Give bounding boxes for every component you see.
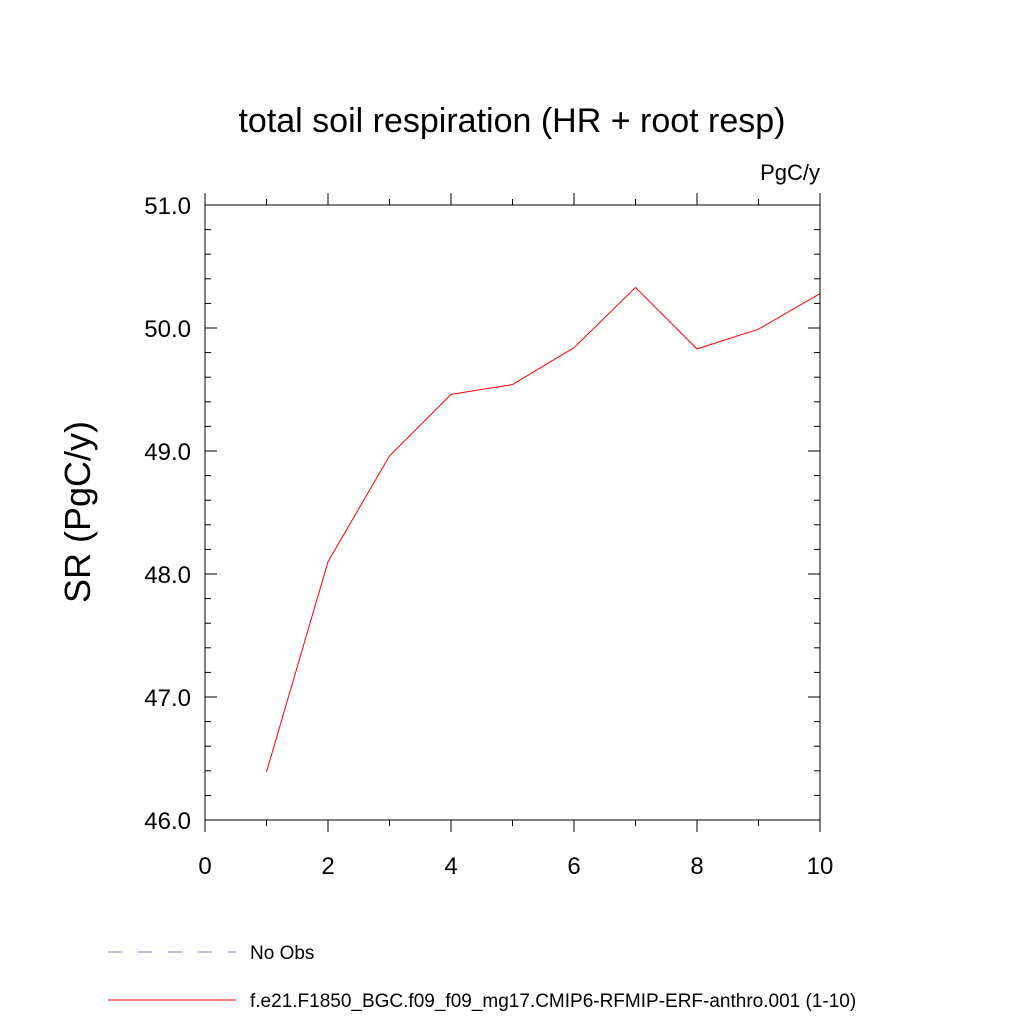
units-label: PgC/y (760, 160, 820, 185)
y-axis-label: SR (PgC/y) (57, 421, 98, 603)
x-tick-label: 8 (690, 853, 703, 880)
plot-frame (204, 204, 821, 821)
tick-labels: 0 2 4 6 8 10 46.0 47.0 48.0 49.0 50.0 51.0 (144, 193, 833, 880)
y-tick-label: 46.0 (144, 808, 191, 835)
plot-series (266, 286, 821, 773)
y-tick-label: 48.0 (144, 562, 191, 589)
y-tick-label: 47.0 (144, 685, 191, 712)
y-tick-label: 50.0 (144, 316, 191, 343)
chart-title: total soil respiration (HR + root resp) (238, 102, 785, 140)
x-tick-label: 10 (807, 853, 834, 880)
legend: No Obs f.e21.F1850_BGC.f09_f09_mg17.CMIP6… (108, 943, 856, 1012)
series-line (266, 286, 821, 773)
x-tick-label: 0 (198, 853, 211, 880)
x-tick-label: 2 (321, 853, 334, 880)
legend-label: f.e21.F1850_BGC.f09_f09_mg17.CMIP6-RFMIP… (250, 991, 856, 1012)
x-tick-label: 6 (567, 853, 580, 880)
y-tick-label: 51.0 (144, 193, 191, 220)
y-tick-label: 49.0 (144, 439, 191, 466)
x-tick-label: 4 (444, 853, 457, 880)
axis-ticks (204, 193, 821, 832)
legend-label: No Obs (250, 943, 314, 964)
